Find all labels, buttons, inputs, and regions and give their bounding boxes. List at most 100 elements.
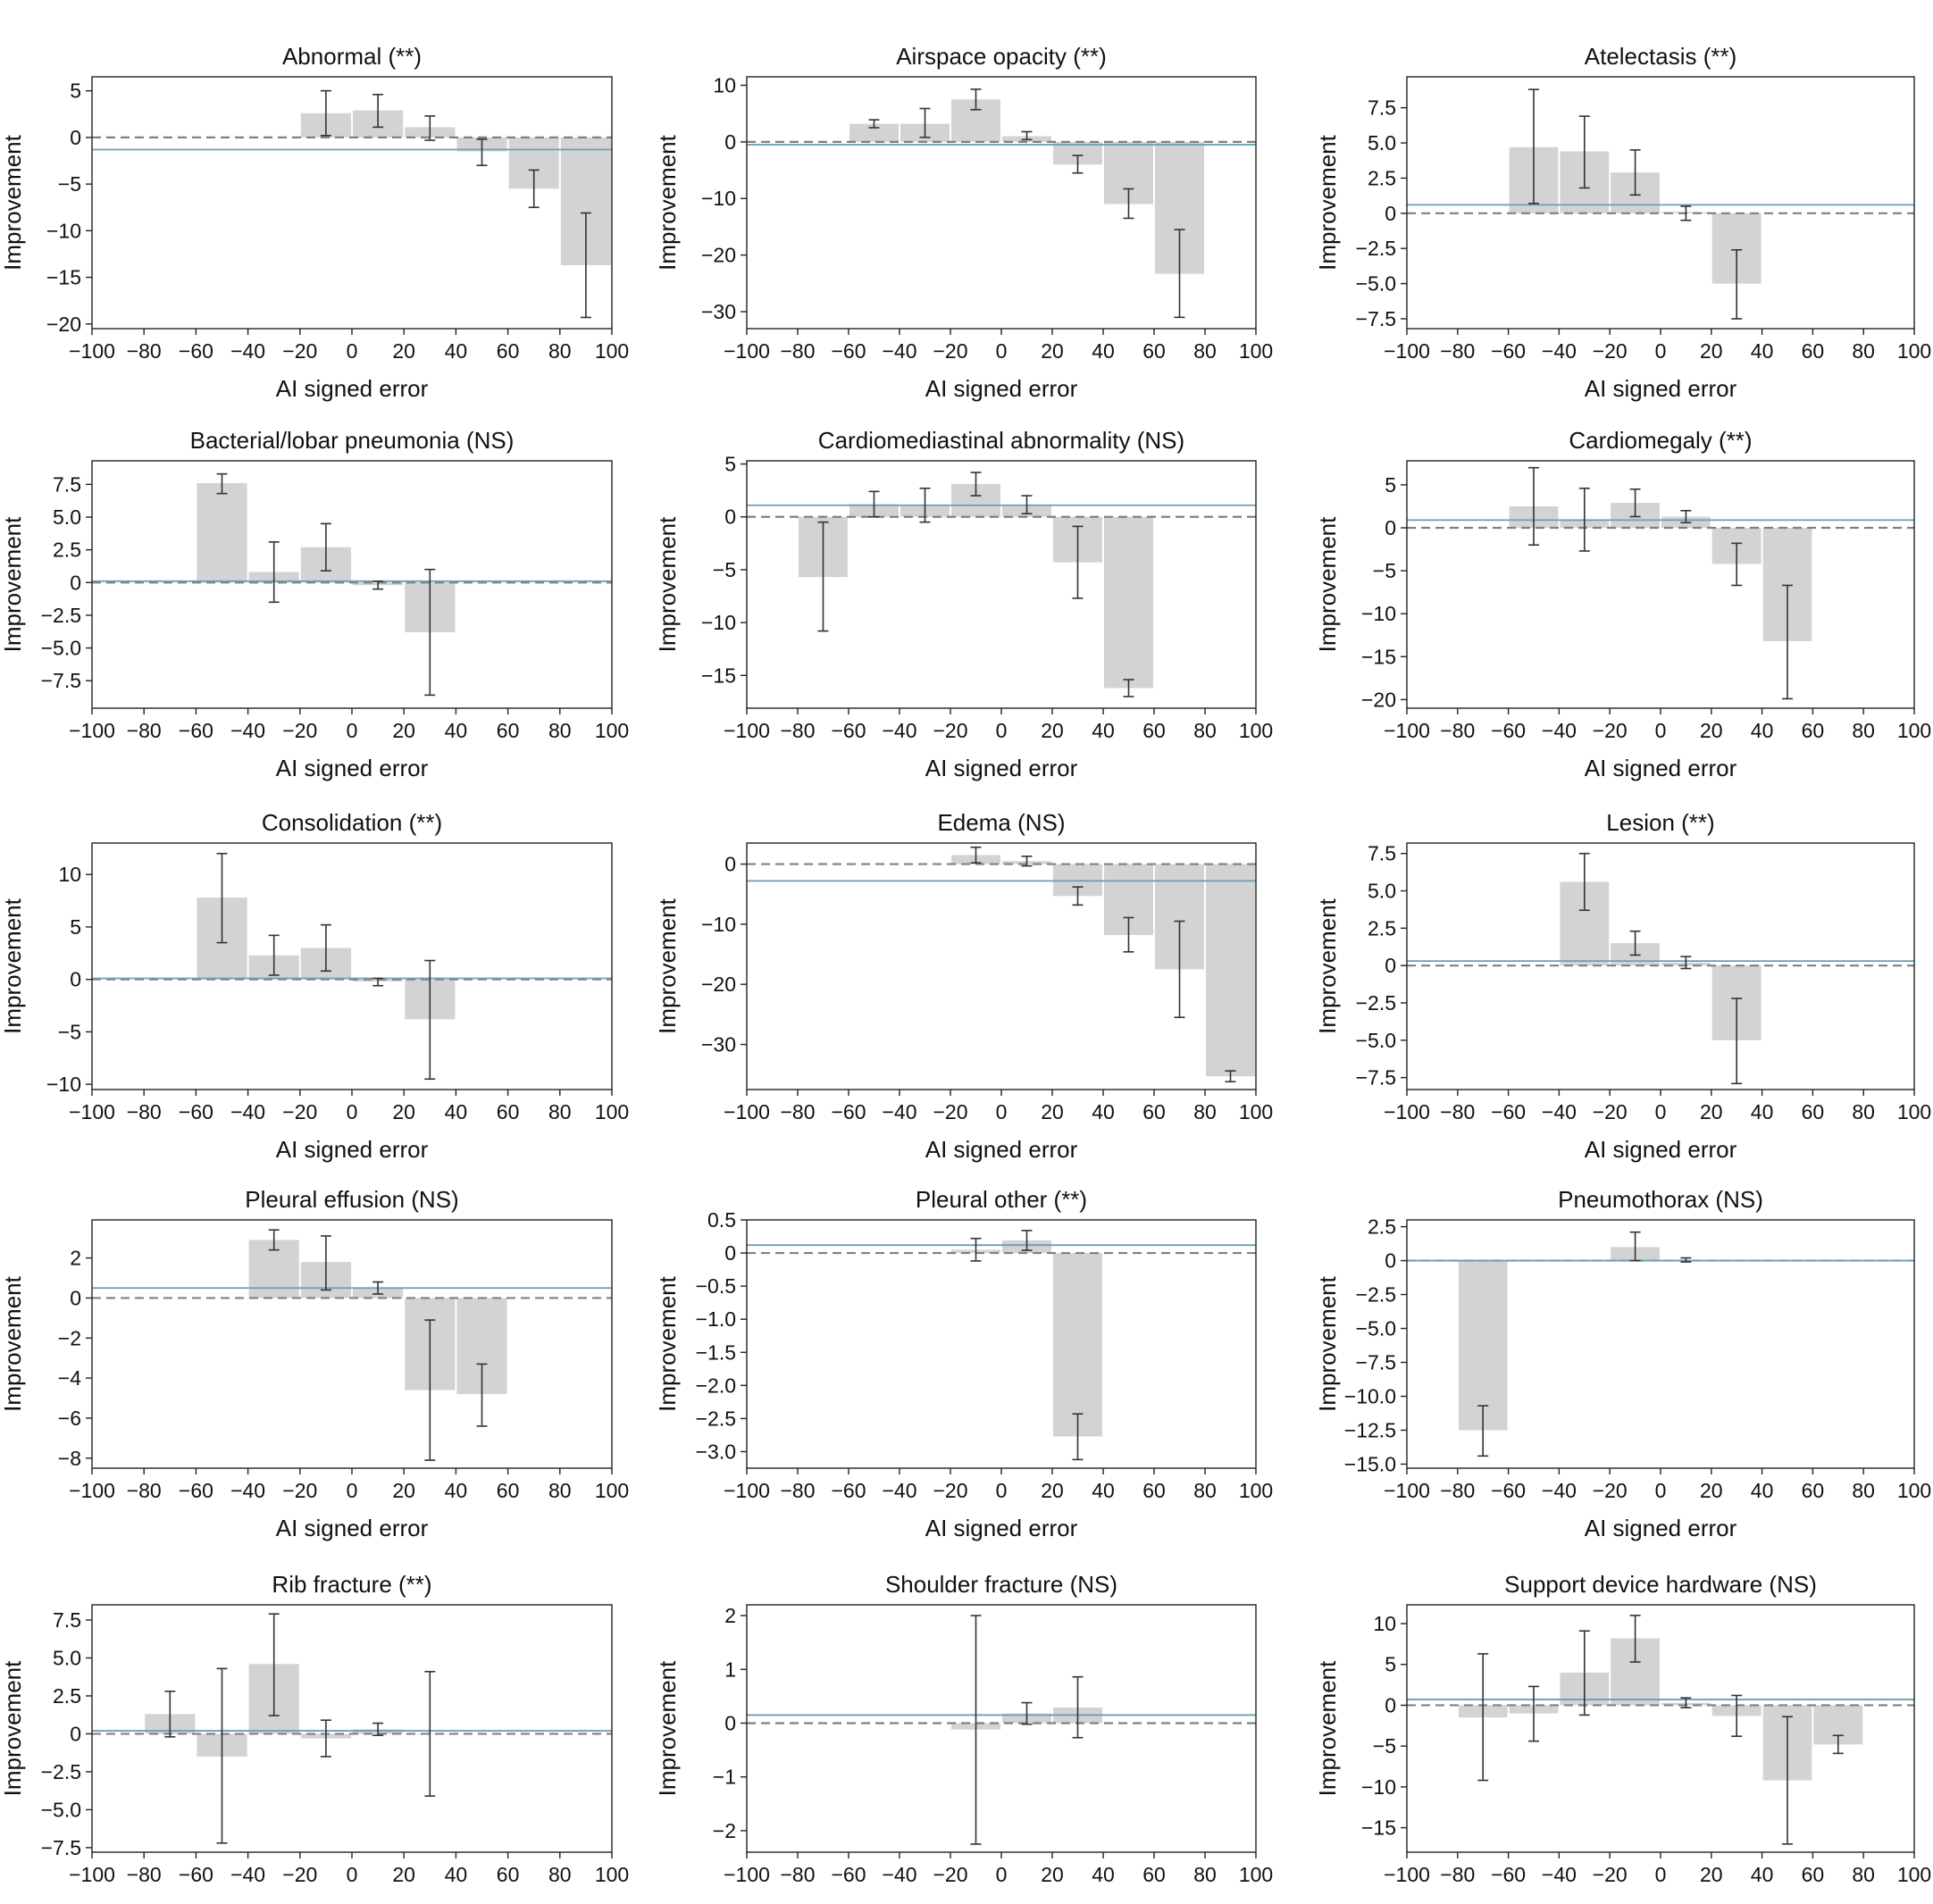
- x-tick-label: −20: [933, 1863, 967, 1886]
- x-axis-label: AI signed error: [1585, 375, 1737, 402]
- bar-90: [1206, 864, 1255, 1077]
- error-bar--10: [1629, 149, 1641, 196]
- x-tick-label: 20: [392, 1100, 415, 1123]
- x-tick-label: 80: [1852, 1100, 1875, 1123]
- x-tick-label: 100: [1239, 1863, 1273, 1886]
- x-tick-label: −20: [1593, 719, 1628, 742]
- x-tick-label: −60: [1491, 1863, 1526, 1886]
- x-tick-label: 60: [1802, 719, 1825, 742]
- error-bar--30: [268, 1229, 280, 1251]
- x-tick-label: −80: [127, 719, 162, 742]
- x-tick-label: 40: [445, 339, 468, 363]
- chart-title: Cardiomediastinal abnormality (NS): [818, 427, 1184, 454]
- y-tick-label: 5: [724, 453, 736, 476]
- x-tick-label: −100: [724, 1479, 770, 1502]
- y-tick-label: −10.0: [1344, 1384, 1396, 1407]
- x-tick-label: 20: [392, 719, 415, 742]
- x-tick-label: −100: [1384, 1863, 1430, 1886]
- x-tick-label: 80: [1852, 1479, 1875, 1502]
- x-tick-label: 100: [1897, 1863, 1931, 1886]
- x-tick-label: 80: [1193, 1479, 1217, 1502]
- y-tick-label: −7.5: [41, 669, 81, 692]
- x-tick-label: −80: [780, 1479, 815, 1502]
- x-tick-label: −60: [1491, 1100, 1526, 1123]
- y-axis-label: Improvement: [654, 516, 681, 652]
- x-tick-label: 80: [1852, 719, 1875, 742]
- x-axis-label: AI signed error: [925, 1515, 1078, 1541]
- error-bar--30: [1578, 852, 1590, 912]
- error-bar-30: [1072, 525, 1084, 599]
- x-tick-label: 20: [1700, 1100, 1723, 1123]
- error-bar-30: [424, 1319, 436, 1461]
- y-tick-label: −5: [1373, 1734, 1396, 1758]
- y-tick-label: −5.0: [1356, 1029, 1396, 1052]
- y-tick-label: −15.0: [1344, 1452, 1396, 1475]
- x-tick-label: 100: [1239, 719, 1273, 742]
- y-tick-label: −2.5: [1356, 991, 1396, 1015]
- x-tick-label: −100: [69, 339, 115, 363]
- x-tick-label: −40: [882, 339, 916, 363]
- error-bar-30: [424, 115, 436, 141]
- x-tick-label: −80: [780, 339, 815, 363]
- x-tick-label: 40: [445, 1863, 468, 1886]
- error-bar--10: [320, 522, 331, 572]
- y-axis-label: Improvement: [654, 134, 681, 270]
- y-tick-label: −4: [58, 1366, 81, 1390]
- x-tick-label: −40: [230, 1479, 265, 1502]
- y-tick-label: −15: [46, 266, 81, 289]
- x-tick-label: 80: [548, 339, 572, 363]
- error-bar-10: [1680, 956, 1692, 970]
- x-tick-label: 60: [1142, 1479, 1166, 1502]
- x-axis-label: AI signed error: [925, 375, 1078, 402]
- x-axis-label: AI signed error: [276, 1515, 429, 1541]
- chart-title: Pleural other (**): [916, 1186, 1087, 1213]
- y-tick-label: 5.0: [53, 1646, 81, 1669]
- x-tick-label: −20: [933, 719, 967, 742]
- error-bar--70: [164, 1691, 176, 1738]
- chart-panel: −100 −80 −60 −40 −20 0 20 40 60 80 100 7.5 5.0 2.5 0 −2…: [0, 1571, 629, 1886]
- y-tick-label: 0: [70, 1286, 81, 1309]
- x-tick-label: 60: [1802, 1863, 1825, 1886]
- x-tick-label: −20: [933, 339, 967, 363]
- y-tick-label: 5.0: [53, 505, 81, 529]
- x-tick-label: 60: [1802, 1100, 1825, 1123]
- x-tick-label: −20: [933, 1100, 967, 1123]
- y-axis-label: Improvement: [0, 516, 26, 652]
- y-tick-label: 5: [70, 79, 81, 103]
- y-tick-label: 5: [1385, 473, 1396, 497]
- y-tick-label: −12.5: [1344, 1418, 1396, 1441]
- axes-frame: [91, 460, 613, 709]
- error-bar--30: [1578, 115, 1590, 189]
- x-tick-label: −100: [1384, 719, 1430, 742]
- y-tick-label: 2: [70, 1247, 81, 1270]
- x-tick-label: 100: [595, 1863, 629, 1886]
- chart-panel: −100 −80 −60 −40 −20 0 20 40 60 80 100 7.5 5.0 2.5 0 −2…: [1314, 809, 1931, 1163]
- bar-50: [1104, 516, 1153, 689]
- y-tick-label: 0: [70, 571, 81, 594]
- y-tick-label: 2: [724, 1604, 736, 1627]
- y-tick-label: 0: [724, 1241, 736, 1265]
- y-tick-label: 5: [70, 915, 81, 939]
- y-tick-label: −30: [701, 1033, 736, 1056]
- x-tick-label: 0: [996, 339, 1008, 363]
- x-axis-label: AI signed error: [276, 1136, 429, 1163]
- x-axis-label: AI signed error: [1585, 1136, 1737, 1163]
- x-tick-label: 0: [996, 719, 1008, 742]
- error-bar--50: [1528, 466, 1539, 547]
- y-tick-label: −1.5: [696, 1340, 736, 1364]
- y-tick-label: 2.5: [53, 1684, 81, 1708]
- error-bar--50: [1528, 88, 1539, 205]
- y-axis-label: Improvement: [0, 898, 26, 1033]
- x-tick-label: 100: [595, 339, 629, 363]
- error-bar-30: [1072, 154, 1084, 174]
- x-tick-label: −80: [127, 1863, 162, 1886]
- y-tick-label: −5: [58, 172, 81, 196]
- error-bar-10: [372, 977, 384, 987]
- x-tick-label: −40: [230, 1100, 265, 1123]
- y-tick-label: −7.5: [1356, 307, 1396, 330]
- y-tick-label: −5: [713, 558, 736, 581]
- y-tick-label: −10: [46, 219, 81, 242]
- error-bar-30: [1731, 1694, 1743, 1737]
- x-tick-label: 60: [1802, 339, 1825, 363]
- x-tick-label: 40: [1092, 1479, 1115, 1502]
